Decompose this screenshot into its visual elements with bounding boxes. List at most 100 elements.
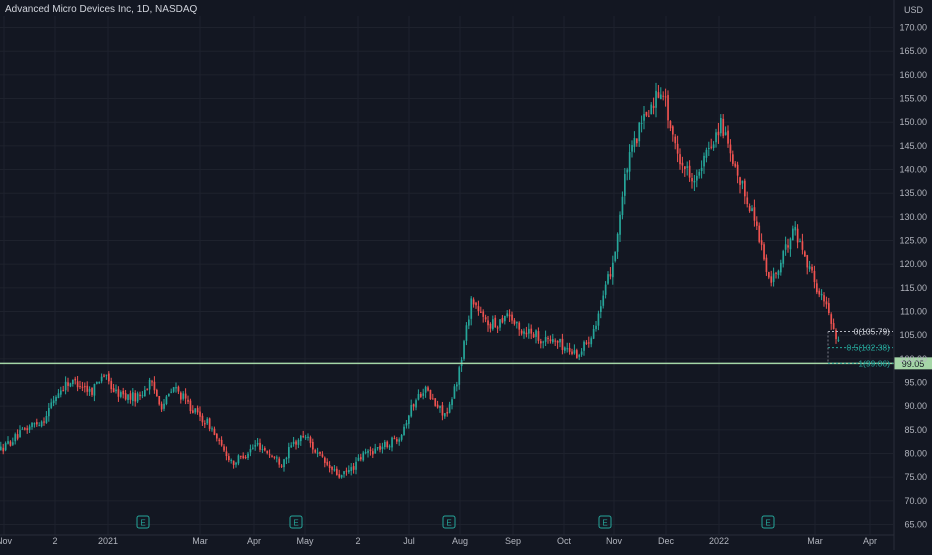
candle-body bbox=[283, 459, 285, 468]
candle-body bbox=[232, 460, 235, 465]
candle-body bbox=[532, 334, 535, 338]
candle-body bbox=[499, 319, 501, 328]
y-tick-label: 100.00 bbox=[899, 354, 927, 364]
candle-body bbox=[732, 154, 734, 164]
candle-body bbox=[518, 322, 521, 330]
candle-body bbox=[717, 131, 720, 136]
candle-body bbox=[127, 394, 129, 401]
candle-body bbox=[148, 379, 151, 390]
candle-body bbox=[261, 448, 264, 450]
candle-body bbox=[309, 437, 312, 444]
x-tick-label: Jul bbox=[403, 536, 415, 546]
candle-body bbox=[825, 301, 828, 305]
x-tick-label: 2 bbox=[355, 536, 360, 546]
candle-body bbox=[19, 430, 21, 438]
candle-body bbox=[218, 439, 221, 441]
candle-body bbox=[146, 388, 149, 390]
candle-body bbox=[432, 398, 434, 400]
earnings-marker-label: E bbox=[602, 519, 607, 528]
candle-body bbox=[220, 439, 223, 446]
candle-body bbox=[352, 466, 355, 470]
candle-body bbox=[86, 385, 89, 392]
candle-body bbox=[225, 451, 228, 457]
candle-body bbox=[242, 455, 245, 459]
candle-body bbox=[180, 392, 182, 400]
candle-body bbox=[381, 446, 384, 450]
candle-body bbox=[590, 338, 593, 345]
y-tick-label: 135.00 bbox=[899, 188, 927, 198]
candle-body bbox=[720, 117, 722, 134]
y-tick-label: 95.00 bbox=[904, 378, 927, 388]
candle-body bbox=[259, 442, 261, 450]
candle-body bbox=[237, 455, 240, 464]
candle-body bbox=[796, 228, 799, 243]
candle-body bbox=[33, 423, 36, 425]
candle-body bbox=[120, 392, 122, 397]
candle-body bbox=[223, 446, 225, 451]
candle-body bbox=[516, 321, 518, 324]
candle-body bbox=[240, 455, 242, 457]
candle-body bbox=[24, 428, 26, 430]
candle-body bbox=[494, 317, 497, 328]
candle-body bbox=[100, 376, 103, 382]
candle-body bbox=[544, 337, 547, 342]
candle-body bbox=[254, 444, 257, 447]
y-tick-label: 90.00 bbox=[904, 401, 927, 411]
y-tick-label: 165.00 bbox=[899, 46, 927, 56]
candle-body bbox=[76, 381, 79, 388]
candle-body bbox=[700, 167, 703, 172]
candle-body bbox=[650, 104, 653, 115]
candle-body bbox=[4, 443, 7, 451]
candle-body bbox=[321, 454, 324, 457]
candle-body bbox=[448, 404, 451, 413]
candle-body bbox=[768, 272, 770, 278]
candle-body bbox=[578, 355, 581, 357]
x-tick-label: 2021 bbox=[98, 536, 118, 546]
earnings-marker-label: E bbox=[293, 519, 298, 528]
candle-body bbox=[600, 306, 602, 313]
candle-body bbox=[285, 457, 288, 460]
candle-body bbox=[350, 467, 353, 472]
candle-body bbox=[674, 136, 677, 144]
candle-body bbox=[585, 342, 588, 344]
candle-body bbox=[165, 396, 168, 404]
candle-body bbox=[763, 244, 765, 260]
candle-body bbox=[820, 293, 823, 296]
candle-body bbox=[357, 457, 360, 461]
candle-body bbox=[199, 411, 201, 417]
candle-body bbox=[417, 394, 420, 400]
candle-body bbox=[806, 255, 809, 268]
candle-body bbox=[403, 426, 405, 435]
currency-label[interactable]: USD bbox=[904, 5, 924, 15]
candle-body bbox=[93, 384, 96, 396]
candle-body bbox=[446, 411, 449, 414]
candle-body bbox=[652, 105, 655, 108]
earnings-marker bbox=[136, 515, 150, 529]
candle-body bbox=[547, 337, 549, 340]
candle-body bbox=[369, 449, 372, 451]
candle-body bbox=[612, 262, 614, 278]
candle-body bbox=[770, 276, 773, 283]
candle-body bbox=[480, 311, 482, 313]
candle-body bbox=[408, 415, 410, 424]
candle-body bbox=[268, 454, 271, 456]
candle-body bbox=[60, 390, 62, 395]
candle-body bbox=[252, 447, 254, 449]
candle-body bbox=[828, 303, 830, 313]
candle-body bbox=[256, 442, 259, 445]
candle-body bbox=[340, 475, 343, 478]
candle-body bbox=[249, 448, 252, 453]
candle-body bbox=[792, 228, 794, 241]
candle-body bbox=[374, 448, 377, 454]
candle-body bbox=[679, 154, 681, 165]
candle-body bbox=[410, 405, 413, 417]
candle-body bbox=[40, 421, 43, 427]
candle-body bbox=[38, 425, 41, 427]
candle-body bbox=[643, 114, 645, 121]
candle-body bbox=[624, 173, 626, 196]
candle-body bbox=[691, 178, 693, 182]
